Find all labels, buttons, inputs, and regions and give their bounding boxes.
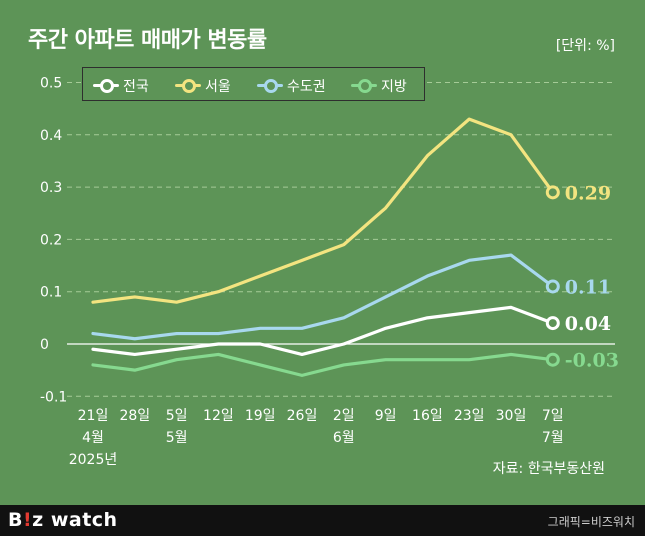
x-month-label: 6월 [333, 430, 355, 446]
x-tick-label: 30일 [496, 408, 527, 424]
x-tick-label: 23일 [454, 408, 485, 424]
bizwatch-logo: B!z watch [8, 509, 118, 531]
x-tick-label: 5일 [166, 408, 188, 424]
logo-letter: B [8, 509, 23, 531]
unit-label: [단위: %] [555, 38, 615, 54]
end-value-label-seoul: 0.29 [565, 182, 611, 204]
legend-marker-capital [264, 79, 278, 93]
x-tick-label: 9일 [375, 408, 397, 424]
end-marker-capital [545, 279, 560, 294]
line-chart: 0.5 0.4 0.3 0.2 0.1 0 -0.1 21일 4월 28일 5일 5월 12일 19일 26… [40, 76, 619, 469]
series-line-seoul [91, 117, 555, 304]
legend-label-regional: 지방 [381, 79, 407, 95]
legend-label-national: 전국 [123, 79, 149, 95]
y-tick-label: 0.5 [40, 76, 62, 92]
legend-marker-national [100, 79, 114, 93]
legend-label-capital: 수도권 [287, 79, 326, 95]
graphic-credit: 그래픽=비즈워치 [547, 515, 635, 529]
y-tick-label: 0.4 [40, 128, 62, 144]
x-month-label: 4월 [82, 430, 104, 446]
end-marker-regional [545, 352, 560, 367]
x-tick-label: 12일 [203, 408, 234, 424]
legend-marker-seoul [182, 79, 196, 93]
end-marker-national [545, 316, 560, 331]
x-month-label: 5월 [166, 430, 188, 446]
legend-marker-regional [358, 79, 372, 93]
y-tick-label: -0.1 [40, 389, 67, 405]
x-tick-label: 7일 [542, 408, 564, 424]
x-month-label: 7월 [542, 430, 564, 446]
end-value-label-national: 0.04 [565, 313, 611, 335]
end-marker-seoul [545, 185, 560, 200]
end-value-label-capital: 0.11 [565, 276, 611, 298]
series-line-capital [91, 253, 555, 341]
x-tick-label: 28일 [119, 408, 150, 424]
y-tick-label: 0 [40, 337, 49, 353]
logo-accent: ! [22, 509, 33, 531]
chart-title: 주간 아파트 매매가 변동률 [28, 28, 267, 53]
source-note: 자료: 한국부동산원 [492, 461, 605, 477]
x-tick-label: 21일 [78, 408, 109, 424]
x-year-label: 2025년 [69, 452, 118, 468]
logo-text: z watch [32, 509, 118, 531]
x-tick-label: 26일 [287, 408, 318, 424]
series-line-national [91, 305, 555, 357]
y-tick-label: 0.2 [40, 232, 62, 248]
y-tick-label: 0.3 [40, 180, 62, 196]
x-tick-label: 19일 [245, 408, 276, 424]
footer-bar: B!z watch 그래픽=비즈워치 [0, 505, 645, 536]
legend: 전국 서울 수도권 지방 [82, 67, 425, 101]
legend-label-seoul: 서울 [205, 79, 231, 95]
end-value-label-regional: -0.03 [565, 350, 619, 372]
y-tick-label: 0.1 [40, 285, 62, 301]
series-line-regional [91, 352, 555, 377]
x-tick-label: 16일 [412, 408, 443, 424]
x-tick-label: 2일 [333, 408, 355, 424]
